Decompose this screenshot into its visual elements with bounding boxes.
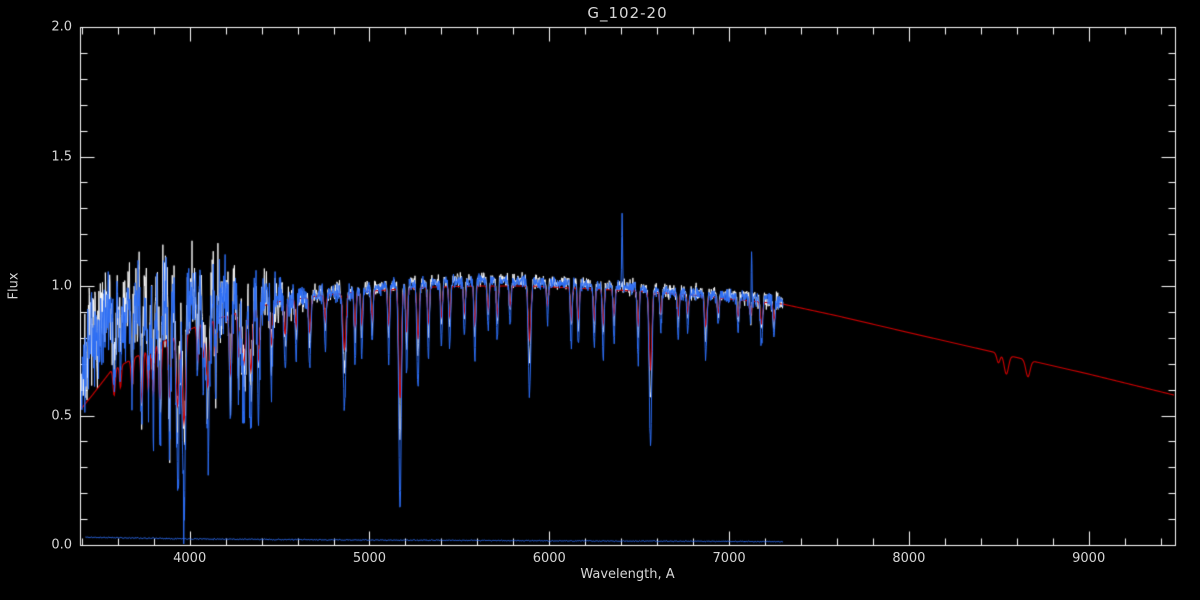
x-tick-label: 4000: [173, 551, 207, 566]
x-tick-label: 9000: [1072, 551, 1106, 566]
y-tick-label: 0.0: [51, 537, 72, 553]
x-axis-label: Wavelength, A: [580, 567, 675, 582]
y-tick-label: 2.0: [51, 19, 72, 35]
y-tick-label: 1.0: [51, 278, 72, 294]
page-title: G_102-20: [587, 4, 668, 22]
y-axis-label: Flux: [6, 272, 22, 300]
y-tick-label: 0.5: [51, 408, 72, 423]
x-tick-label: 8000: [892, 551, 926, 566]
x-tick-label: 5000: [352, 551, 387, 566]
x-tick-label: 6000: [532, 551, 566, 566]
x-tick-label: 7000: [712, 551, 746, 566]
y-tick-label: 1.5: [51, 149, 72, 164]
